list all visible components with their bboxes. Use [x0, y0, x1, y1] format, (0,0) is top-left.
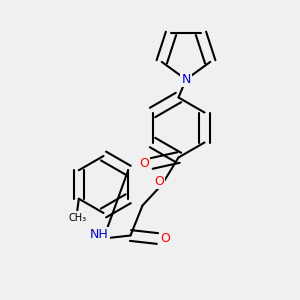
Text: N: N: [181, 73, 191, 86]
Text: O: O: [139, 157, 149, 170]
Text: O: O: [160, 232, 170, 245]
Text: O: O: [154, 175, 164, 188]
Text: NH: NH: [90, 228, 108, 242]
Text: CH₃: CH₃: [68, 213, 86, 223]
